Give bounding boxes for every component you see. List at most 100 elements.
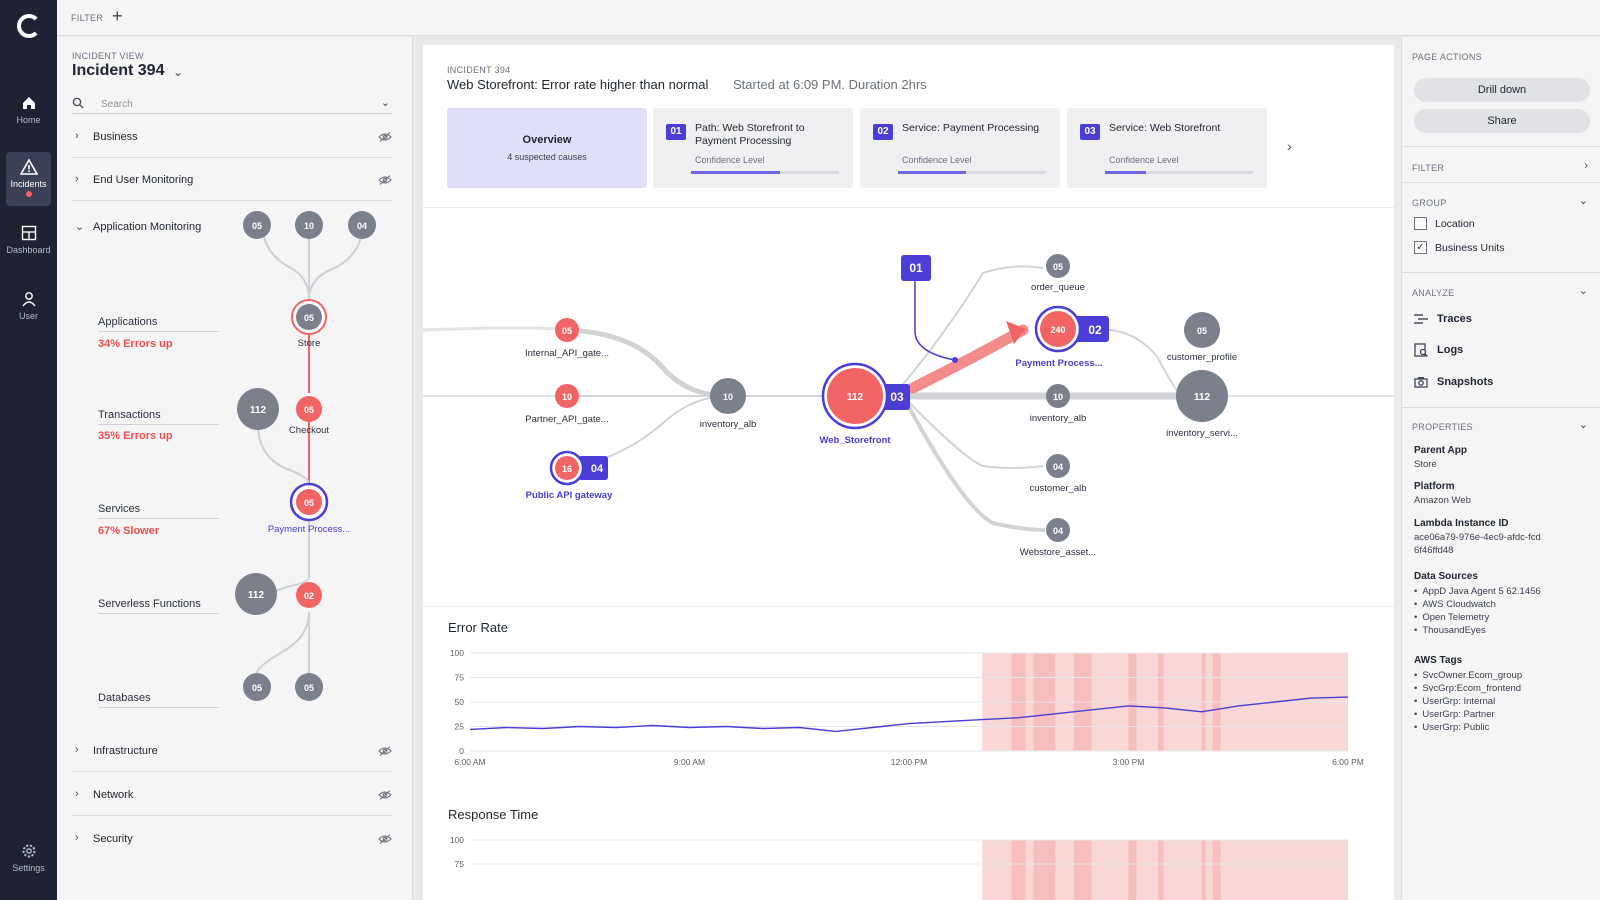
tier-applications[interactable]: Applications xyxy=(98,316,219,332)
nav-dashboard[interactable]: Dashboard xyxy=(6,218,51,272)
share-button[interactable]: Share xyxy=(1414,109,1590,133)
tree-node-payment[interactable]: 05 xyxy=(289,482,329,522)
tier-stat: 34% Errors up xyxy=(98,338,173,350)
list-item: ThousandEyes xyxy=(1414,624,1541,637)
chevron-right-icon[interactable]: › xyxy=(1584,160,1588,172)
camera-icon[interactable] xyxy=(1414,376,1428,388)
tier-serverless[interactable]: Serverless Functions xyxy=(98,598,219,614)
section-infrastructure[interactable]: › Infrastructure xyxy=(72,729,392,772)
tree-node[interactable]: 112 xyxy=(237,388,279,430)
tree-search[interactable]: Search ⌄ xyxy=(72,96,392,114)
graph-node-customer-profile[interactable]: 05 xyxy=(1184,312,1220,348)
nav-user-label: User xyxy=(18,311,38,321)
chevron-down-icon[interactable]: ⌄ xyxy=(1578,195,1588,207)
search-input[interactable]: Search xyxy=(101,99,133,110)
svg-text:112: 112 xyxy=(1194,392,1211,403)
y-tick-label: 25 xyxy=(455,722,465,732)
y-tick-label: 75 xyxy=(455,673,465,683)
tree-node-checkout[interactable]: 05 xyxy=(296,396,322,422)
chevron-down-icon[interactable]: ⌄ xyxy=(380,97,390,109)
cause-title: Service: Payment Processing xyxy=(902,122,1040,134)
business-units-checkbox[interactable]: ✓ xyxy=(1414,241,1427,254)
incident-view-title[interactable]: Incident 394 xyxy=(72,62,165,79)
chevron-right-icon[interactable]: › xyxy=(75,744,79,756)
tier-databases[interactable]: Databases xyxy=(98,692,219,708)
section-network[interactable]: › Network xyxy=(72,773,392,816)
eye-off-icon[interactable] xyxy=(378,132,392,142)
svg-text:112: 112 xyxy=(248,590,265,601)
chevron-right-icon[interactable]: › xyxy=(75,130,79,142)
section-application-monitoring[interactable]: Application Monitoring xyxy=(93,221,202,233)
graph-node-label: order_queue xyxy=(1031,282,1085,293)
chevron-down-icon[interactable]: ⌄ xyxy=(173,65,184,79)
eye-off-icon[interactable] xyxy=(378,175,392,185)
tree-node[interactable]: 04 xyxy=(348,211,376,239)
traces-link[interactable]: Traces xyxy=(1437,313,1472,325)
tree-node[interactable]: 05 xyxy=(243,673,271,701)
chevron-right-icon[interactable]: › xyxy=(75,173,79,185)
eye-off-icon[interactable] xyxy=(378,790,392,800)
filter-section-label[interactable]: FILTER xyxy=(1412,163,1445,173)
graph-node-inventory-service[interactable]: 112 xyxy=(1176,370,1228,422)
tree-node[interactable]: 02 xyxy=(296,582,322,608)
chevron-down-icon[interactable]: ⌄ xyxy=(1578,419,1588,431)
tree-node[interactable]: 112 xyxy=(235,573,277,615)
data-sources-key: Data Sources xyxy=(1414,571,1478,582)
chevron-down-icon[interactable]: ⌄ xyxy=(75,221,85,233)
y-tick-label: 0 xyxy=(459,746,464,756)
drill-down-button[interactable]: Drill down xyxy=(1414,78,1590,102)
graph-node-webstore-assets[interactable]: 04 xyxy=(1046,518,1070,542)
divider xyxy=(1402,407,1600,408)
section-end-user-monitoring[interactable]: › End User Monitoring xyxy=(72,158,392,201)
nav-user[interactable]: User xyxy=(6,284,51,338)
search-icon xyxy=(72,97,84,109)
chevron-right-icon[interactable]: › xyxy=(75,788,79,800)
graph-node-partner-api[interactable]: 10 xyxy=(555,384,579,408)
graph-node-public-api[interactable]: 16 04 xyxy=(549,450,608,486)
add-filter-button[interactable]: + xyxy=(112,6,123,26)
tree-node-store[interactable]: 05 xyxy=(291,299,327,335)
svg-text:05: 05 xyxy=(304,313,314,323)
overview-card[interactable]: Overview 4 suspected causes xyxy=(447,108,647,188)
cause-badge: 02 xyxy=(873,124,893,140)
tier-services[interactable]: Services xyxy=(98,503,219,519)
chevron-right-icon[interactable]: › xyxy=(1287,138,1292,154)
anomaly-stripe xyxy=(1011,840,1026,900)
tier-name: Services xyxy=(98,503,141,515)
graph-node-payment-processing[interactable]: 240 02 xyxy=(1034,305,1109,353)
eye-off-icon[interactable] xyxy=(378,746,392,756)
path-badge-01[interactable]: 01 xyxy=(901,255,931,281)
section-business[interactable]: › Business xyxy=(72,115,392,158)
cause-card-03[interactable]: 03 Service: Web Storefront Confidence Le… xyxy=(1067,108,1267,188)
nav-home[interactable]: Home xyxy=(6,88,51,142)
tree-node[interactable]: 05 xyxy=(295,673,323,701)
graph-node-label: inventory_servi... xyxy=(1166,428,1238,439)
chevron-down-icon[interactable]: ⌄ xyxy=(1578,285,1588,297)
section-security[interactable]: › Security xyxy=(72,817,392,860)
svg-text:01: 01 xyxy=(909,261,923,275)
cause-card-01[interactable]: 01 Path: Web Storefront to Payment Proce… xyxy=(653,108,853,188)
graph-node-internal-api[interactable]: 05 xyxy=(555,318,579,342)
svg-text:05: 05 xyxy=(304,498,314,508)
nav-settings[interactable]: Settings xyxy=(6,836,51,890)
graph-node-order-queue[interactable]: 05 xyxy=(1046,254,1070,278)
graph-node-inventory-alb-right[interactable]: 10 xyxy=(1046,384,1070,408)
chevron-right-icon[interactable]: › xyxy=(75,832,79,844)
tree-node[interactable]: 10 xyxy=(295,211,323,239)
nav-incidents[interactable]: Incidents xyxy=(6,152,51,206)
logs-link[interactable]: Logs xyxy=(1437,344,1464,356)
svg-text:16: 16 xyxy=(562,464,572,474)
tier-transactions[interactable]: Transactions xyxy=(98,409,219,425)
tree-node[interactable]: 05 xyxy=(243,211,271,239)
graph-node-inventory-alb-left[interactable]: 10 xyxy=(710,378,746,414)
traces-icon[interactable] xyxy=(1414,313,1428,325)
logs-icon[interactable] xyxy=(1414,343,1428,357)
graph-node-customer-alb[interactable]: 04 xyxy=(1046,454,1070,478)
list-item: AWS Cloudwatch xyxy=(1414,598,1541,611)
graph-node-web-storefront[interactable]: 112 03 xyxy=(821,362,910,430)
cause-card-02[interactable]: 02 Service: Payment Processing Confidenc… xyxy=(860,108,1060,188)
section-label: Infrastructure xyxy=(93,745,158,757)
eye-off-icon[interactable] xyxy=(378,834,392,844)
location-checkbox[interactable] xyxy=(1414,217,1427,230)
snapshots-link[interactable]: Snapshots xyxy=(1437,376,1494,388)
